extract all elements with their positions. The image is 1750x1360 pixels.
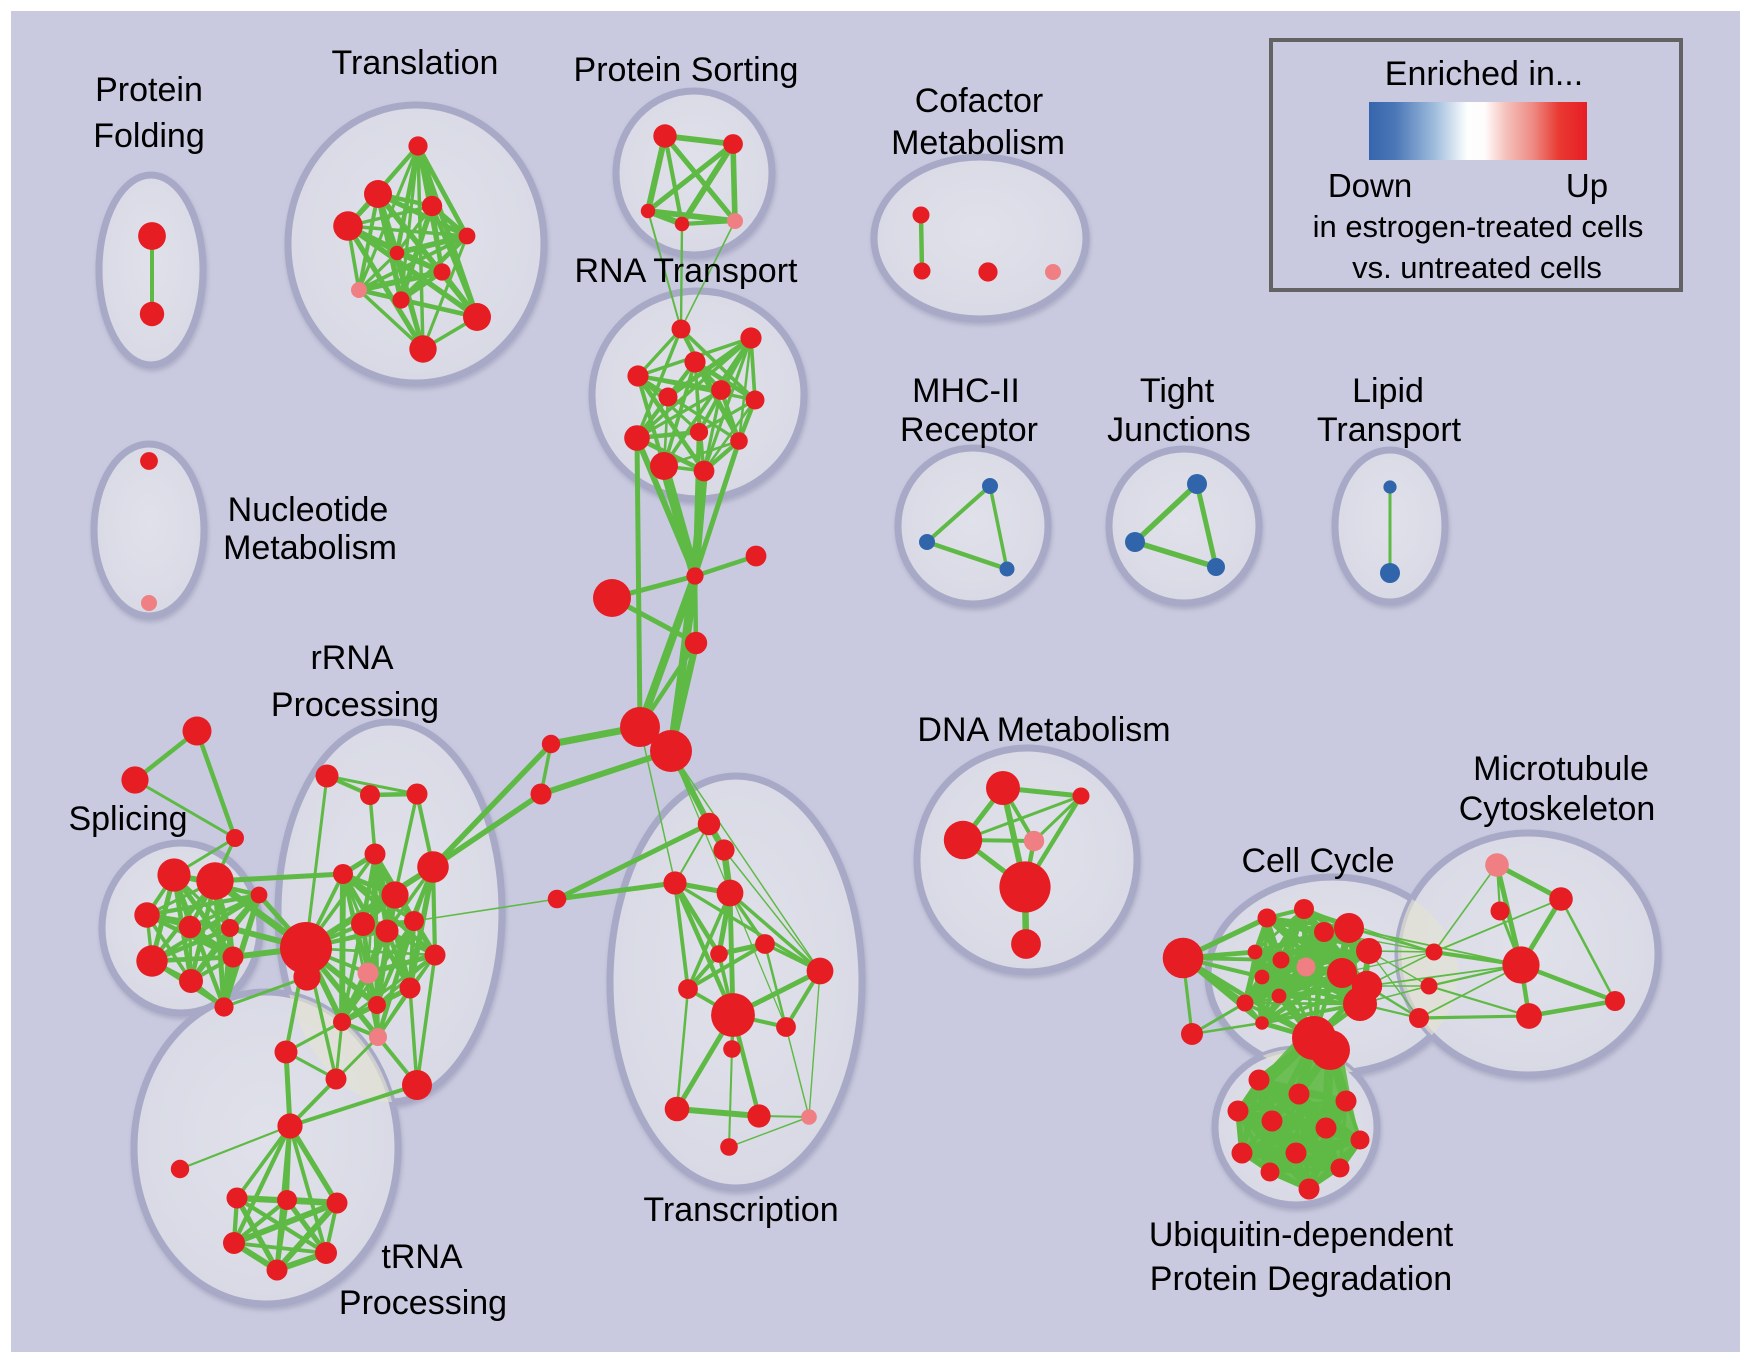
svg-text:Receptor: Receptor [900, 411, 1038, 449]
svg-text:Lipid: Lipid [1352, 372, 1424, 410]
svg-text:Down: Down [1328, 167, 1412, 204]
svg-text:Up: Up [1566, 167, 1608, 204]
svg-text:Protein: Protein [95, 71, 203, 109]
svg-text:rRNA: rRNA [310, 639, 393, 677]
svg-text:Cell Cycle: Cell Cycle [1241, 842, 1394, 880]
svg-text:Metabolism: Metabolism [223, 529, 397, 567]
svg-text:Metabolism: Metabolism [891, 124, 1065, 162]
svg-text:Microtubule: Microtubule [1473, 750, 1649, 788]
svg-text:Transcription: Transcription [643, 1191, 838, 1229]
svg-text:in estrogen-treated cells: in estrogen-treated cells [1313, 209, 1644, 244]
svg-text:Cofactor: Cofactor [915, 82, 1044, 120]
svg-text:RNA Transport: RNA Transport [575, 252, 799, 290]
svg-text:Translation: Translation [332, 44, 499, 82]
svg-text:DNA Metabolism: DNA Metabolism [917, 711, 1170, 749]
svg-text:vs. untreated cells: vs. untreated cells [1352, 250, 1602, 285]
svg-text:Ubiquitin-dependent: Ubiquitin-dependent [1149, 1216, 1454, 1254]
svg-text:MHC-II: MHC-II [912, 372, 1020, 410]
svg-text:Enriched in...: Enriched in... [1385, 55, 1583, 93]
svg-text:Nucleotide: Nucleotide [228, 491, 389, 529]
svg-text:Folding: Folding [93, 117, 205, 155]
svg-text:Splicing: Splicing [68, 800, 187, 838]
svg-text:Processing: Processing [339, 1284, 507, 1322]
svg-text:Protein Sorting: Protein Sorting [574, 51, 799, 89]
svg-text:Junctions: Junctions [1107, 411, 1251, 449]
svg-text:tRNA: tRNA [381, 1238, 463, 1276]
svg-text:Transport: Transport [1317, 411, 1462, 449]
svg-text:Cytoskeleton: Cytoskeleton [1459, 790, 1656, 828]
svg-text:Tight: Tight [1140, 372, 1215, 410]
svg-text:Protein Degradation: Protein Degradation [1150, 1260, 1452, 1298]
svg-text:Processing: Processing [271, 686, 439, 724]
